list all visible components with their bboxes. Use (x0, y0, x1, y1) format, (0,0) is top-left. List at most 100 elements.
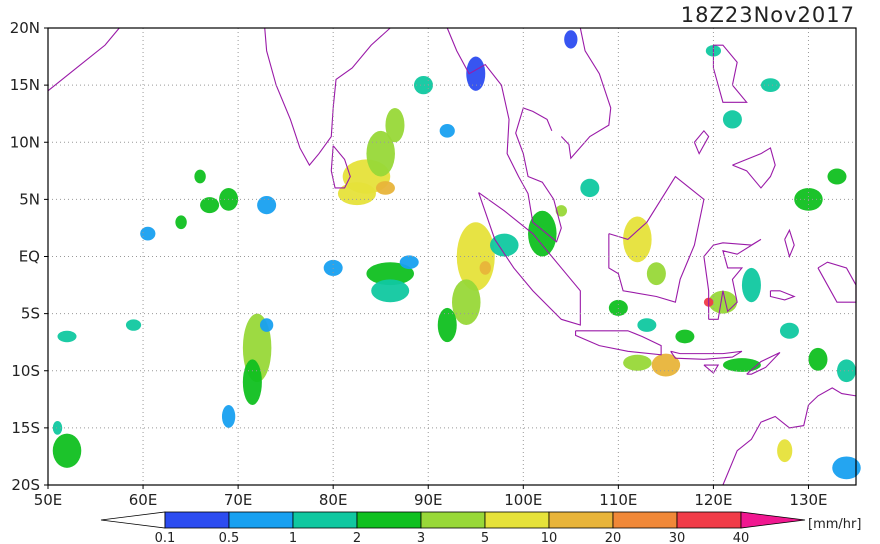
lon-label: 120E (694, 491, 732, 509)
rain-area (808, 347, 828, 371)
colorbar-label: 5 (481, 531, 489, 544)
lon-label: 50E (34, 491, 63, 509)
rain-area (779, 322, 799, 339)
coastline (670, 350, 743, 360)
rain-area (242, 359, 262, 406)
coastline (703, 238, 762, 320)
rain-area (832, 456, 861, 480)
rain-area (528, 210, 557, 257)
colorbar-label: 10 (541, 531, 558, 544)
rain-area (323, 259, 343, 276)
coastline (817, 261, 857, 303)
lon-label: 60E (129, 491, 158, 509)
coastline (47, 27, 120, 92)
rain-area (52, 433, 82, 468)
coastline (478, 192, 581, 326)
rain-area (385, 107, 405, 143)
rain-area (708, 290, 738, 314)
rain-area (490, 233, 519, 257)
lat-label: 10N (10, 133, 40, 151)
coastline (330, 145, 351, 189)
rain-area (479, 261, 491, 275)
colorbar-label: 20 (605, 531, 622, 544)
lat-label: 20N (10, 19, 40, 37)
colorbar-label: 3 (417, 531, 425, 544)
colorbar-box (356, 511, 422, 529)
rain-area (623, 216, 652, 263)
rain-area (675, 329, 695, 344)
colorbar-box (548, 511, 614, 529)
rain-area (836, 359, 857, 383)
rain-area (52, 421, 63, 435)
lon-label: 80E (319, 491, 348, 509)
rain-area (337, 182, 376, 206)
coastline (703, 364, 720, 374)
lat-label: 15N (10, 76, 40, 94)
coastline (608, 175, 705, 303)
rain-area (259, 318, 274, 332)
rain-area (555, 205, 568, 217)
colorbar-box (420, 511, 486, 529)
map-layers (47, 27, 861, 486)
colorbar-label: 0.1 (155, 531, 176, 544)
lat-label: 15S (11, 419, 40, 437)
lon-label: 110E (599, 491, 637, 509)
rain-area (722, 110, 742, 129)
rain-area (722, 358, 761, 372)
rain-area (200, 197, 220, 214)
lon-label: 90E (414, 491, 443, 509)
rain-area (637, 318, 657, 332)
rain-area (760, 78, 780, 92)
rain-area (375, 181, 395, 195)
lon-label: 130E (789, 491, 827, 509)
rain-area (651, 353, 681, 377)
coastline (784, 228, 795, 259)
colorbar-box (612, 511, 678, 529)
rain-area (57, 330, 77, 343)
rain-area (580, 178, 600, 198)
rain-area (194, 169, 206, 184)
coastline (560, 27, 612, 160)
lat-label: 10S (11, 362, 40, 380)
rain-area (371, 279, 410, 303)
rain-area (777, 439, 793, 463)
colorbar-box (676, 511, 742, 529)
rain-area (827, 168, 847, 185)
rain-area (366, 130, 395, 177)
coastline (575, 330, 662, 356)
rain-area (608, 299, 628, 316)
coastline (746, 351, 781, 375)
lon-label: 100E (504, 491, 542, 509)
title: 18Z23Nov2017 (681, 3, 855, 27)
lat-label: 5S (21, 305, 40, 323)
lat-label: 20S (11, 476, 40, 494)
rain-area (452, 279, 481, 326)
rain-area (125, 319, 142, 331)
colorbar-box (484, 511, 550, 529)
rain-area (439, 123, 455, 138)
rain-area (257, 195, 277, 215)
lat-label: EQ (19, 248, 40, 266)
colorbar-label: 40 (733, 531, 750, 544)
colorbar-unit: [mm/hr] (808, 517, 861, 532)
rain-area (564, 30, 578, 49)
coastline (446, 27, 562, 243)
coastline (732, 147, 776, 189)
colorbar-label: 30 (669, 531, 686, 544)
rain-area (399, 255, 419, 270)
rain-area (437, 307, 457, 343)
rain-area (366, 262, 414, 286)
rain-area (466, 56, 486, 91)
colorbar-label: 0.5 (219, 531, 240, 544)
rain-area (623, 354, 652, 371)
colorbar-label: 2 (353, 531, 361, 544)
rain-area (140, 226, 156, 241)
lon-label: 70E (224, 491, 253, 509)
coastline (693, 129, 710, 155)
colorbar-box (164, 511, 230, 529)
rain-area (221, 405, 236, 428)
coastline (712, 44, 748, 103)
coastline (722, 387, 857, 486)
